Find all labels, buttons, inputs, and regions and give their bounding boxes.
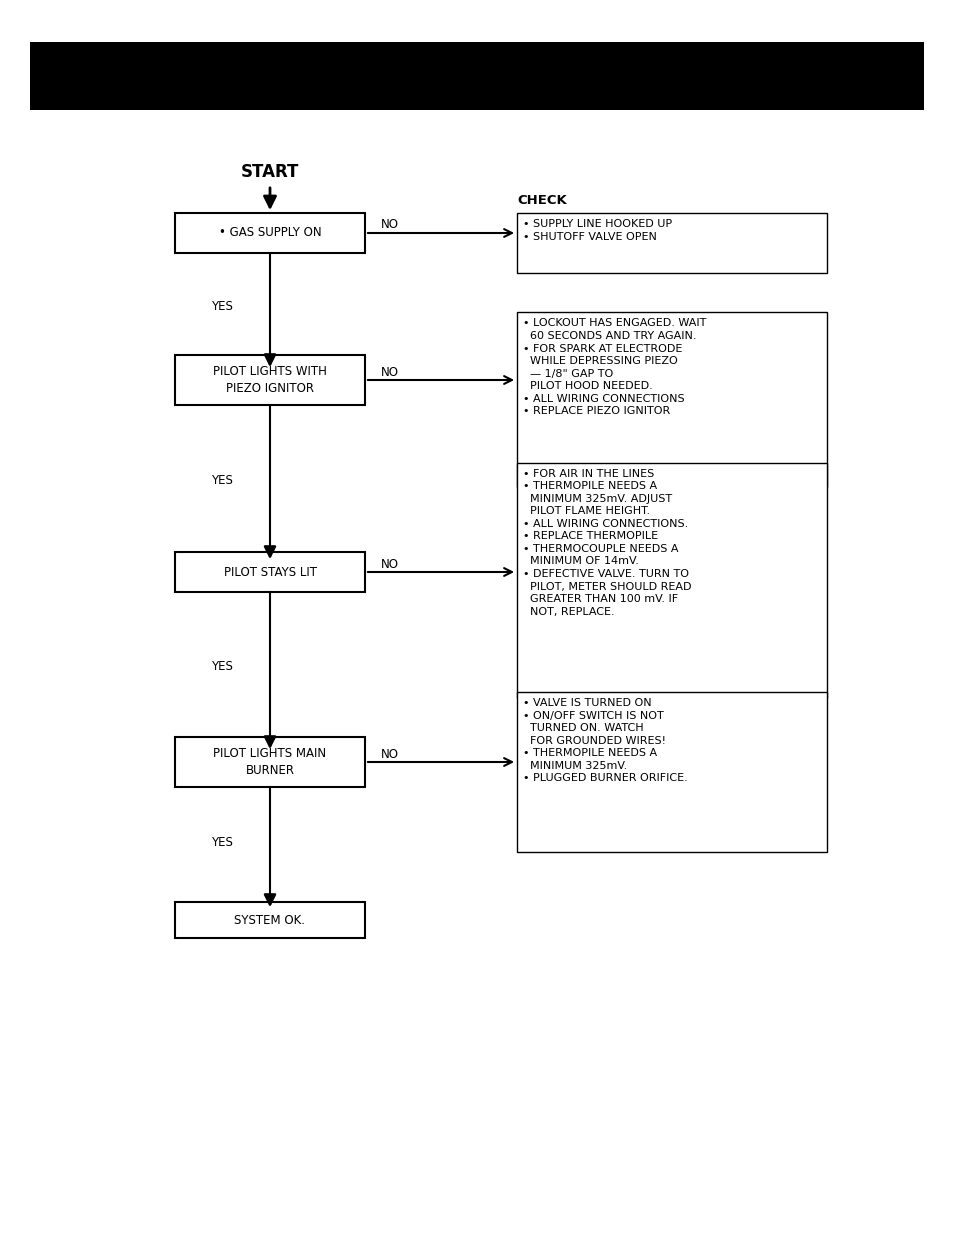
- Text: NO: NO: [380, 217, 398, 231]
- Bar: [517, 692, 826, 852]
- Text: NO: NO: [380, 558, 398, 572]
- Text: YES: YES: [211, 473, 233, 487]
- Bar: [174, 552, 365, 592]
- Bar: [517, 462, 826, 698]
- Text: SYSTEM OK.: SYSTEM OK.: [234, 914, 305, 926]
- Text: PILOT LIGHTS WITH
PIEZO IGNITOR: PILOT LIGHTS WITH PIEZO IGNITOR: [213, 366, 327, 395]
- Text: YES: YES: [211, 661, 233, 673]
- Bar: [174, 902, 365, 939]
- Text: • VALVE IS TURNED ON
• ON/OFF SWITCH IS NOT
  TURNED ON. WATCH
  FOR GROUNDED WI: • VALVE IS TURNED ON • ON/OFF SWITCH IS …: [522, 698, 687, 783]
- Bar: [174, 212, 365, 253]
- Text: • LOCKOUT HAS ENGAGED. WAIT
  60 SECONDS AND TRY AGAIN.
• FOR SPARK AT ELECTRODE: • LOCKOUT HAS ENGAGED. WAIT 60 SECONDS A…: [522, 319, 705, 416]
- Text: • GAS SUPPLY ON: • GAS SUPPLY ON: [218, 226, 321, 240]
- Bar: [517, 312, 826, 488]
- Text: YES: YES: [211, 300, 233, 314]
- Bar: [174, 737, 365, 787]
- Text: START: START: [240, 163, 299, 182]
- Text: • SUPPLY LINE HOOKED UP
• SHUTOFF VALVE OPEN: • SUPPLY LINE HOOKED UP • SHUTOFF VALVE …: [522, 219, 672, 242]
- Text: PILOT LIGHTS MAIN
BURNER: PILOT LIGHTS MAIN BURNER: [213, 747, 326, 777]
- Text: NO: NO: [380, 367, 398, 379]
- Bar: [30, 42, 923, 110]
- Text: NO: NO: [380, 748, 398, 762]
- Text: YES: YES: [211, 836, 233, 848]
- Bar: [174, 354, 365, 405]
- Text: • FOR AIR IN THE LINES
• THERMOPILE NEEDS A
  MINIMUM 325mV. ADJUST
  PILOT FLAM: • FOR AIR IN THE LINES • THERMOPILE NEED…: [522, 468, 691, 616]
- Text: PILOT STAYS LIT: PILOT STAYS LIT: [223, 566, 316, 578]
- Bar: [517, 212, 826, 273]
- Text: CHECK: CHECK: [517, 194, 566, 206]
